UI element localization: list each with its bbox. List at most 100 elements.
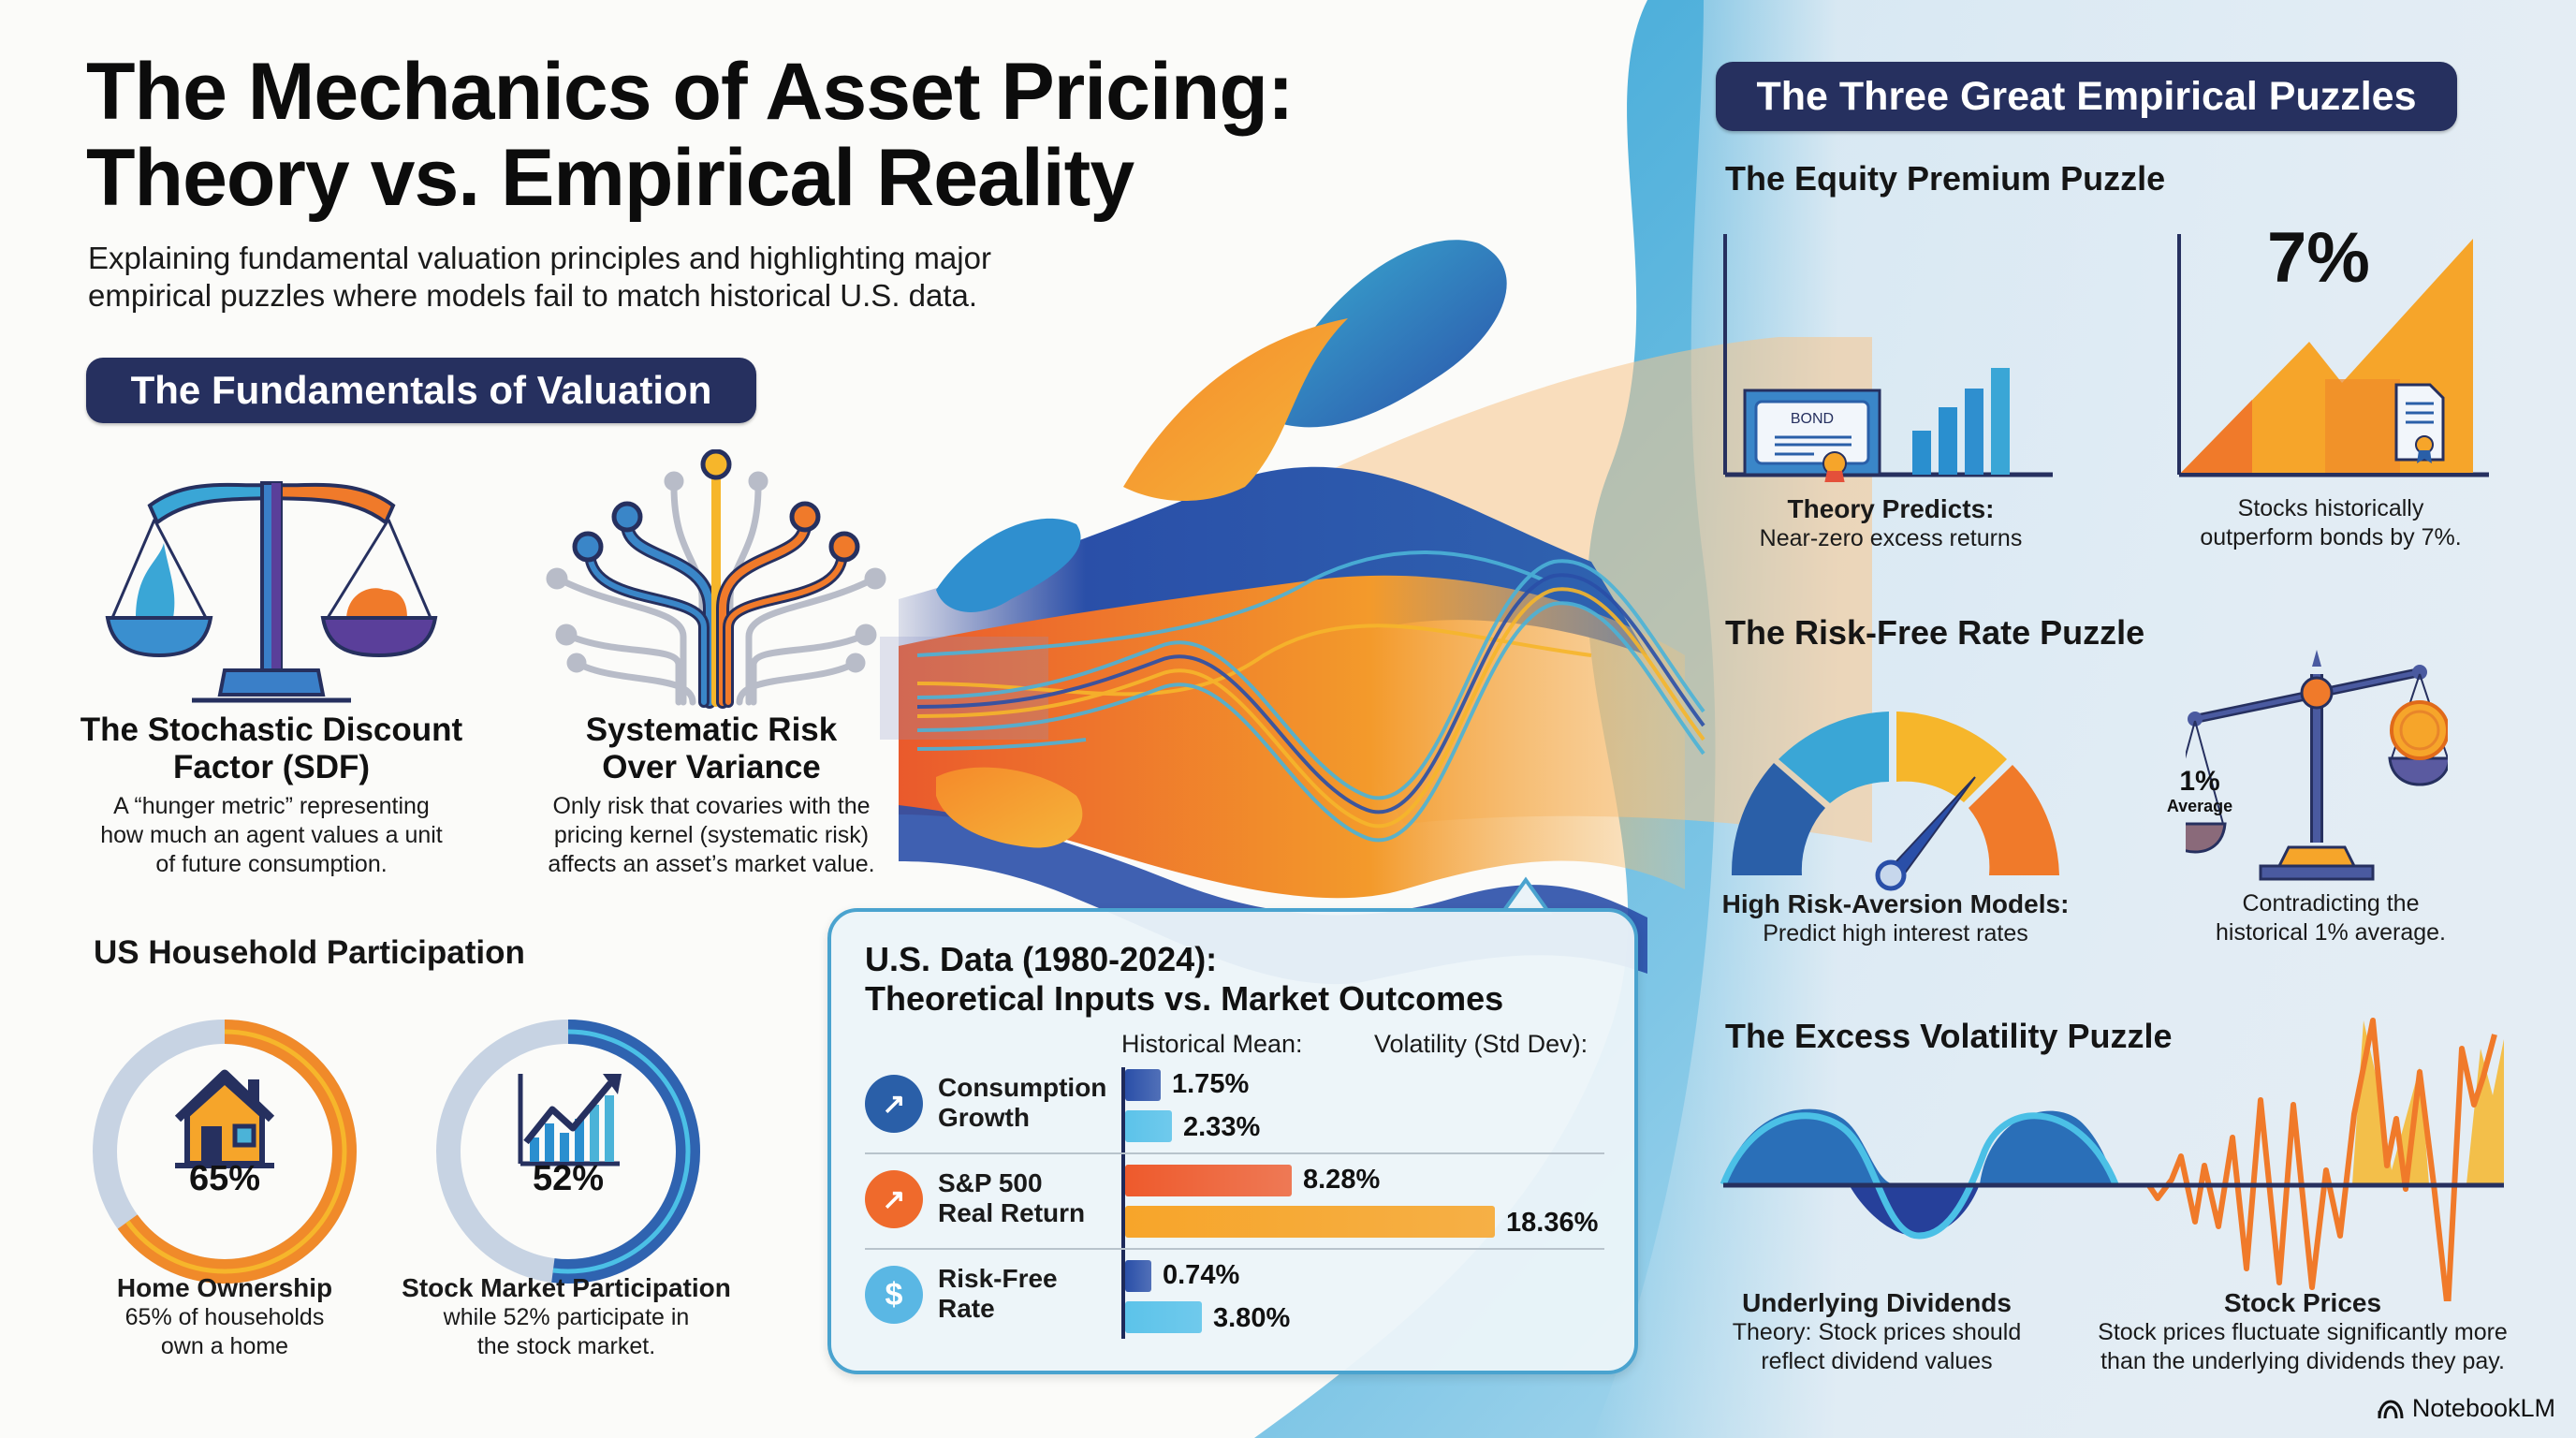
systematic-title-line-1: Systematic Risk xyxy=(585,712,838,748)
volatility-bar xyxy=(1125,1206,1495,1238)
dividend-wave xyxy=(1720,1108,2119,1240)
mean-value: 0.74% xyxy=(1163,1260,1240,1290)
equity-puzzle-title: The Equity Premium Puzzle xyxy=(1725,159,2166,198)
home-ownership-value: 65% xyxy=(188,1159,261,1198)
riskfree-reality-desc-line-2: historical 1% average. xyxy=(2216,919,2446,946)
stock-participation-donut xyxy=(436,1020,700,1284)
riskfree-reality-desc-line-1: Contradicting the xyxy=(2242,890,2420,917)
panel-title-line-2: Theoretical Inputs vs. Market Outcomes xyxy=(865,979,1504,1018)
notebooklm-branding: NotebookLM xyxy=(2377,1394,2555,1423)
systematic-title-line-2: Over Variance xyxy=(602,749,821,785)
stock-outperformance-chart xyxy=(2177,234,2489,477)
mean-bar xyxy=(1125,1069,1161,1101)
volatility-comparison-chart xyxy=(1720,1018,2504,1301)
stock-prices-desc-line-2: than the underlying dividends they pay. xyxy=(2100,1348,2505,1374)
systematic-desc-line-3: affects an asset’s market value. xyxy=(548,851,875,877)
sdf-desc-line-3: of future consumption. xyxy=(155,851,388,877)
row-label-line-1: Risk-Free xyxy=(938,1264,1058,1293)
notebooklm-logo-icon xyxy=(2378,1399,2404,1418)
volatility-bar xyxy=(1125,1301,1202,1333)
dividends-title: Underlying Dividends xyxy=(1742,1288,2012,1317)
mean-value: 1.75% xyxy=(1172,1069,1250,1099)
sdf-card: The Stochastic Discount Factor (SDF) A “… xyxy=(56,712,487,879)
systematic-risk-card: Systematic Risk Over Variance Only risk … xyxy=(505,712,917,879)
bar-axis xyxy=(1121,1067,1125,1339)
column-header-volatility: Volatility (Std Dev): xyxy=(1374,1030,1588,1058)
home-ownership-caption: Home Ownership 65% of households own a h… xyxy=(66,1273,384,1361)
donut-fill-highlight xyxy=(446,1029,691,1274)
interest-rate-gauge xyxy=(1731,712,2059,891)
home-ownership-desc-line-1: 65% of households xyxy=(124,1304,325,1330)
volatility-bar xyxy=(1125,1110,1172,1142)
riskfree-model-caption: High Risk-Aversion Models: Predict high … xyxy=(1699,889,2092,948)
stock-participation-value: 52% xyxy=(532,1159,605,1198)
donut-fill-highlight xyxy=(102,1029,347,1274)
row-label-line-2: Rate xyxy=(938,1294,995,1323)
home-ownership-desc-line-2: own a home xyxy=(160,1333,289,1359)
data-row: ↗ S&P 500 Real Return 8.28% 18.36% xyxy=(831,1157,1636,1251)
household-heading: US Household Participation xyxy=(94,934,525,971)
balance-scale-icon xyxy=(105,481,438,703)
stock-participation-caption: Stock Market Participation while 52% par… xyxy=(379,1273,754,1361)
stock-prices-caption: Stock Prices Stock prices fluctuate sign… xyxy=(2050,1288,2555,1376)
data-row: ↗ Consumption Growth 1.75% 2.33% xyxy=(831,1062,1636,1155)
systematic-desc-line-2: pricing kernel (systematic risk) xyxy=(553,822,870,848)
bond-certificate-icon xyxy=(1743,389,1881,482)
title-line-1: The Mechanics of Asset Pricing: xyxy=(86,47,1295,137)
row-label-line-2: Real Return xyxy=(938,1198,1086,1227)
riskfree-model-desc: Predict high interest rates xyxy=(1763,920,2028,946)
riskfree-reality-caption: Contradicting the historical 1% average. xyxy=(2162,889,2499,947)
sdf-title-line-2: Factor (SDF) xyxy=(173,749,370,785)
stock-area-band xyxy=(2325,379,2400,473)
page-title: The Mechanics of Asset Pricing: Theory v… xyxy=(86,47,1295,223)
volatility-value: 18.36% xyxy=(1506,1208,1599,1238)
stock-participation-desc-line-2: the stock market. xyxy=(476,1333,656,1359)
chart-growth-icon xyxy=(518,1074,622,1167)
row-label: S&P 500 Real Return xyxy=(938,1168,1085,1228)
sdf-desc-line-1: A “hunger metric” representing xyxy=(113,793,430,819)
scale-pan-value: 1% xyxy=(2179,766,2220,797)
stock-prices-desc-line-1: Stock prices fluctuate significantly mor… xyxy=(2098,1319,2508,1345)
dividends-desc-line-2: reflect dividend values xyxy=(1761,1348,1993,1374)
subtitle-line-1: Explaining fundamental valuation princip… xyxy=(88,241,991,275)
mean-value: 8.28% xyxy=(1303,1165,1381,1195)
house-icon xyxy=(174,1069,275,1168)
us-data-panel: U.S. Data (1980-2024): Theoretical Input… xyxy=(827,908,1638,1374)
home-ownership-donut xyxy=(93,1020,357,1284)
bond-bar xyxy=(1991,368,2010,475)
dividends-desc-line-1: Theory: Stock prices should xyxy=(1732,1319,2022,1345)
volatility-value: 2.33% xyxy=(1183,1112,1261,1142)
section-heading-fundamentals: The Fundamentals of Valuation xyxy=(86,358,756,423)
riskfree-model-title: High Risk-Aversion Models: xyxy=(1721,889,2070,918)
bond-bar xyxy=(1912,431,1931,475)
column-header-mean: Historical Mean: xyxy=(1121,1030,1303,1058)
mean-bar xyxy=(1125,1165,1292,1196)
subtitle-line-2: empirical puzzles where models fail to m… xyxy=(88,278,978,313)
bond-theory-chart: BOND xyxy=(1723,234,2053,482)
dividends-caption: Underlying Dividends Theory: Stock price… xyxy=(1704,1288,2050,1376)
stock-participation-title: Stock Market Participation xyxy=(402,1273,731,1302)
section-heading-puzzles: The Three Great Empirical Puzzles xyxy=(1716,62,2457,131)
stock-area-band xyxy=(2181,400,2252,473)
growth-chart-icon: ↗ xyxy=(865,1170,923,1228)
volatility-puzzle-title: The Excess Volatility Puzzle xyxy=(1725,1017,2173,1055)
row-label-line-1: Consumption xyxy=(938,1073,1107,1102)
equity-theory-desc: Near-zero excess returns xyxy=(1759,525,2023,551)
growth-chart-icon: ↗ xyxy=(865,1075,923,1133)
equity-reality-caption: Stocks historically outperform bonds by … xyxy=(2162,494,2499,552)
sdf-desc-line-2: how much an agent values a unit xyxy=(100,822,443,848)
panel-title: U.S. Data (1980-2024): Theoretical Input… xyxy=(865,940,1503,1019)
row-divider xyxy=(865,1248,1604,1250)
stock-price-fill xyxy=(2352,1020,2504,1184)
stock-price-line xyxy=(2145,1018,2497,1301)
title-line-2: Theory vs. Empirical Reality xyxy=(86,133,1134,223)
sdf-title-line-1: The Stochastic Discount xyxy=(80,712,463,748)
volatility-value: 3.80% xyxy=(1213,1303,1291,1333)
row-label: Risk-Free Rate xyxy=(938,1264,1058,1324)
equity-theory-caption: Theory Predicts: Near-zero excess return… xyxy=(1704,494,2078,553)
riskfree-puzzle-title: The Risk-Free Rate Puzzle xyxy=(1725,613,2145,652)
equity-reality-desc-line-1: Stocks historically xyxy=(2237,495,2424,521)
scale-pan-label: 1% Average xyxy=(2162,768,2237,816)
historical-average-scale-icon xyxy=(2186,650,2448,881)
